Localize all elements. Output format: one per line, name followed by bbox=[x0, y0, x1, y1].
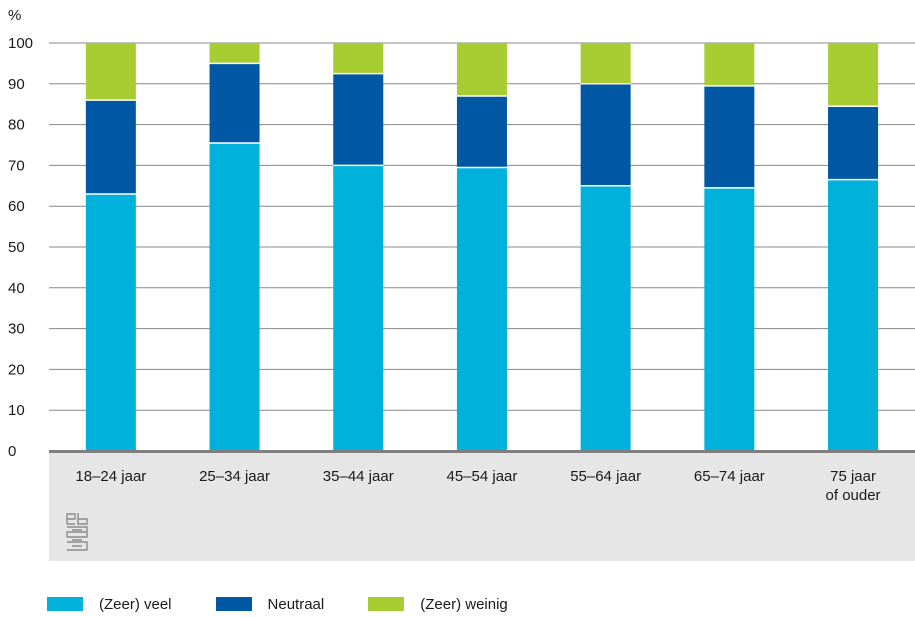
x-tick-label-4: 55–64 jaar bbox=[570, 468, 641, 485]
y-tick-label-60: 60 bbox=[8, 198, 25, 215]
y-tick-label-50: 50 bbox=[8, 239, 25, 256]
y-tick-label-70: 70 bbox=[8, 157, 25, 174]
y-tick-label-30: 30 bbox=[8, 321, 25, 338]
bar-segment-4-1 bbox=[580, 83, 631, 186]
legend-label-zeer-weinig: (Zeer) weinig bbox=[420, 595, 508, 613]
legend-item-zeer-veel: (Zeer) veel bbox=[47, 596, 172, 613]
bar-segment-0-1 bbox=[85, 100, 136, 194]
bar-stack-1 bbox=[209, 43, 260, 451]
y-tick-label-100: 100 bbox=[8, 35, 33, 52]
bar-segment-4-2 bbox=[580, 43, 631, 84]
y-tick-label-90: 90 bbox=[8, 76, 25, 93]
y-tick-label-40: 40 bbox=[8, 280, 25, 297]
bar-segment-3-2 bbox=[456, 43, 507, 97]
bar-stack-0 bbox=[85, 43, 136, 451]
bar-segment-1-2 bbox=[209, 43, 260, 64]
y-axis-unit-label: % bbox=[8, 7, 21, 24]
bar-segment-5-0 bbox=[704, 187, 755, 451]
x-tick-label-3: 45–54 jaar bbox=[446, 468, 517, 485]
legend-item-zeer-weinig: (Zeer) weinig bbox=[368, 596, 508, 613]
legend-swatch-neutraal bbox=[215, 597, 252, 611]
y-axis-tick-labels: 0 10 20 30 40 50 60 70 80 90 100 bbox=[8, 35, 33, 460]
bar-segment-1-1 bbox=[209, 63, 260, 143]
bar-segment-4-0 bbox=[580, 185, 631, 452]
bar-segment-2-0 bbox=[333, 165, 384, 451]
bar-stack-6 bbox=[828, 43, 879, 451]
y-tick-label-0: 0 bbox=[8, 443, 16, 460]
bar-segment-0-0 bbox=[85, 193, 136, 451]
legend-item-neutraal: Neutraal bbox=[215, 595, 325, 613]
y-tick-label-80: 80 bbox=[8, 117, 25, 134]
x-tick-label-1: 25–34 jaar bbox=[199, 468, 270, 485]
x-tick-label-2: 35–44 jaar bbox=[323, 468, 394, 485]
bar-segment-6-0 bbox=[828, 179, 879, 451]
legend-label-neutraal: Neutraal bbox=[267, 595, 325, 613]
y-tick-label-20: 20 bbox=[8, 361, 25, 378]
category-band bbox=[49, 452, 915, 561]
bar-segment-3-0 bbox=[456, 167, 507, 451]
bar-stack-2 bbox=[333, 43, 384, 451]
bar-segment-6-1 bbox=[828, 106, 879, 180]
cbs-logo-icon bbox=[66, 513, 88, 551]
bar-stack-3 bbox=[456, 43, 507, 451]
y-tick-label-10: 10 bbox=[8, 402, 25, 419]
bar-segment-6-2 bbox=[828, 43, 879, 107]
bar-segment-1-0 bbox=[209, 142, 260, 451]
bar-stacks bbox=[85, 43, 879, 452]
legend: (Zeer) veel Neutraal (Zeer) weinig bbox=[47, 594, 552, 614]
x-tick-label-5: 65–74 jaar bbox=[694, 468, 765, 485]
bar-stack-5 bbox=[704, 43, 755, 451]
legend-swatch-zeer-veel bbox=[47, 597, 83, 611]
legend-swatch-zeer-weinig bbox=[368, 597, 405, 611]
bar-segment-2-2 bbox=[333, 43, 384, 74]
stacked-bar-chart: 0 10 20 30 40 50 60 70 80 90 100 % 18–24 jaar 25–34… bbox=[8, 7, 915, 561]
bar-segment-0-2 bbox=[85, 43, 136, 101]
bar-segment-3-1 bbox=[456, 96, 507, 168]
x-axis-category-labels: 18–24 jaar 25–34 jaar 35–44 jaar 45–54 jaar… bbox=[75, 468, 880, 504]
bar-stack-4 bbox=[580, 43, 631, 452]
x-tick-label-6: 75 jaar of ouder bbox=[826, 468, 881, 504]
legend-label-zeer-veel: (Zeer) veel bbox=[99, 595, 172, 613]
bar-segment-5-2 bbox=[704, 43, 755, 86]
bar-segment-5-1 bbox=[704, 85, 755, 188]
x-tick-label-0: 18–24 jaar bbox=[75, 468, 146, 485]
bar-segment-2-1 bbox=[333, 73, 384, 166]
